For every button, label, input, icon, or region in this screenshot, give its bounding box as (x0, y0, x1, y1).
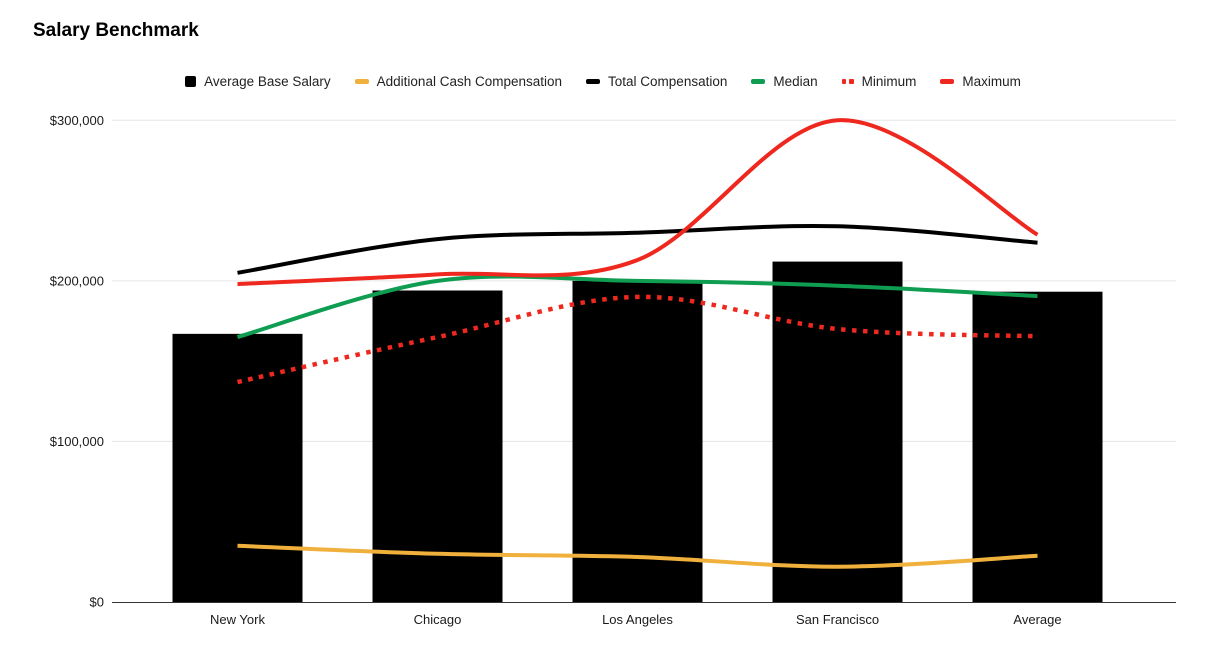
maximum-swatch-icon (940, 79, 955, 84)
x-axis-label: San Francisco (796, 612, 879, 627)
legend-label: Minimum (861, 74, 917, 89)
bar-average-base-salary-san-francisco (772, 261, 903, 602)
median-swatch-icon (751, 79, 766, 84)
y-axis-tick-label: $100,000 (50, 434, 104, 449)
series-line-minimum (237, 294, 1038, 385)
chart-title: Salary Benchmark (33, 20, 199, 41)
average-base-salary-swatch-icon (185, 76, 197, 87)
legend-item-average-base-salary: Average Base Salary (185, 74, 331, 89)
legend-label: Additional Cash Compensation (376, 74, 563, 89)
series-line-additional-cash-compensation (237, 543, 1038, 569)
chart-legend: Average Base Salary Additional Cash Compe… (0, 74, 1206, 89)
legend-label: Average Base Salary (204, 74, 331, 89)
series-line-median (236, 274, 1038, 339)
legend-item-maximum: Maximum (940, 74, 1021, 89)
bar-average-base-salary-average (972, 291, 1103, 602)
legend-label: Median (773, 74, 818, 89)
bar-average-base-salary-los-angeles (572, 280, 703, 602)
bar-average-base-salary-chicago (372, 290, 503, 602)
x-axis-label: Chicago (414, 612, 462, 627)
bar-average-base-salary-new-york (172, 333, 303, 602)
y-axis-tick-label: $0 (90, 595, 104, 610)
legend-item-additional-cash-compensation: Additional Cash Compensation (354, 74, 563, 89)
legend-item-median: Median (751, 74, 818, 89)
x-axis-label: New York (210, 612, 265, 627)
x-axis-label: Los Angeles (602, 612, 673, 627)
series-line-total-compensation (237, 224, 1038, 275)
y-axis-tick-label: $200,000 (50, 273, 104, 288)
legend-item-minimum: Minimum (841, 74, 917, 89)
series-line-maximum (237, 118, 1039, 287)
x-axis-label: Average (1013, 612, 1061, 627)
total-compensation-swatch-icon (586, 79, 601, 84)
minimum-swatch-icon (841, 79, 854, 84)
legend-item-total-compensation: Total Compensation (586, 74, 727, 89)
legend-label: Total Compensation (608, 74, 728, 89)
additional-cash-compensation-swatch-icon (354, 79, 369, 84)
y-axis-tick-label: $300,000 (50, 113, 104, 128)
legend-label: Maximum (962, 74, 1021, 89)
